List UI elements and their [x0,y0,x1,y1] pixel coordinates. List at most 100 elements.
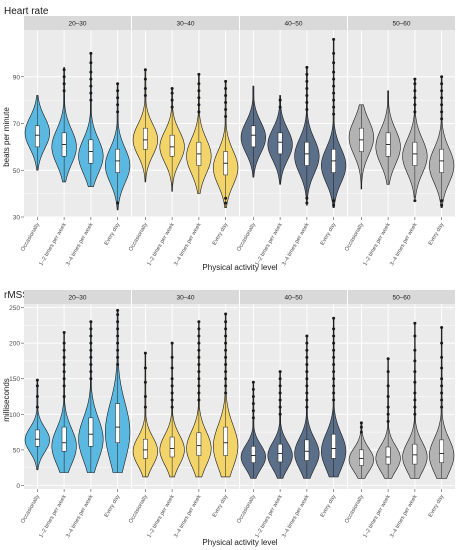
outlier-point [35,378,39,382]
outlier-point [224,334,228,338]
outlier-point [413,405,417,409]
y-tick-label: 30 [13,215,21,222]
outlier-point [413,77,417,81]
outlier-point [413,348,417,352]
outlier-point [332,327,336,331]
outlier-point [116,103,120,107]
x-tick-label: 1–2 times per week [254,494,284,539]
outlier-point [413,199,417,203]
outlier-point [251,387,255,391]
outlier-point [143,77,147,81]
outlier-point [116,89,120,93]
outlier-point [440,325,444,329]
outlier-point [116,82,120,86]
outlier-point [251,409,255,413]
x-tick-label: 3–4 times per week [281,494,311,539]
outlier-point [89,70,93,74]
outlier-point [305,348,309,352]
outlier-point [440,75,444,79]
x-tick-label: Occasionally [236,494,257,525]
facet-strip [132,290,239,304]
outlier-point [224,355,228,359]
x-axis-label: Physical activity level [202,263,277,272]
outlier-point [197,320,201,324]
outlier-point [116,348,120,352]
x-tick-label: 3–4 times per week [389,222,419,267]
outlier-point [197,110,201,114]
outlier-point [305,377,309,381]
box [61,426,67,452]
outlier-point [197,341,201,345]
x-tick-label: 1–2 times per week [254,222,284,267]
outlier-point [143,380,147,384]
outlier-point [224,100,228,104]
outlier-point [224,362,228,366]
outlier-point [89,84,93,88]
y-axis-label: beats per minute [2,107,11,167]
box [223,426,228,456]
outlier-point [413,359,417,363]
x-tick-label: 3–4 times per week [389,494,419,539]
x-tick-label: Occasionally [128,494,149,525]
outlier-point [413,103,417,107]
outlier-point [89,51,93,55]
outlier-point [197,355,201,359]
outlier-point [440,89,444,93]
outlier-point [332,355,336,359]
y-tick-label: 0 [16,483,20,490]
box [169,134,175,157]
outlier-point [386,412,390,416]
outlier-point [278,398,282,402]
outlier-point [251,402,255,406]
x-tick-label: Every day [320,494,338,519]
outlier-point [278,391,282,395]
box [385,446,391,465]
box [115,403,120,444]
facet-label: 20–30 [68,21,86,28]
outlier-point [413,82,417,86]
outlier-point [332,61,336,65]
outlier-point [197,103,201,107]
facet-strip [348,290,455,304]
outlier-point [359,425,363,429]
outlier-point [413,321,417,325]
outlier-point [305,79,309,83]
facet-label: 40–50 [284,21,302,28]
outlier-point [89,327,93,331]
outlier-point [170,398,174,402]
y-tick-label: 100 [9,412,20,419]
outlier-point [332,112,336,116]
outlier-point [251,416,255,420]
outlier-point [413,334,417,338]
box [439,439,444,463]
outlier-point [332,377,336,381]
outlier-point [332,384,336,388]
outlier-point [89,334,93,338]
facet-label: 30–40 [176,21,194,28]
outlier-point [224,327,228,331]
facet-strip [24,16,131,30]
outlier-point [251,380,255,384]
outlier-point [440,341,444,345]
outlier-point [89,91,93,95]
outlier-point [224,93,228,97]
outlier-point [305,398,309,402]
facet-label: 50–60 [392,295,410,302]
outlier-point [89,77,93,81]
outlier-point [332,199,336,203]
outlier-point [197,82,201,86]
outlier-point [197,377,201,381]
outlier-point [305,86,309,90]
outlier-point [305,362,309,366]
outlier-point [35,405,39,409]
outlier-point [359,421,363,425]
outlier-point [35,395,39,398]
outlier-point [305,65,309,69]
x-tick-label: Occasionally [20,222,41,253]
outlier-point [170,105,174,109]
outlier-point [197,348,201,352]
outlier-point [278,384,282,388]
outlier-point [332,398,336,402]
